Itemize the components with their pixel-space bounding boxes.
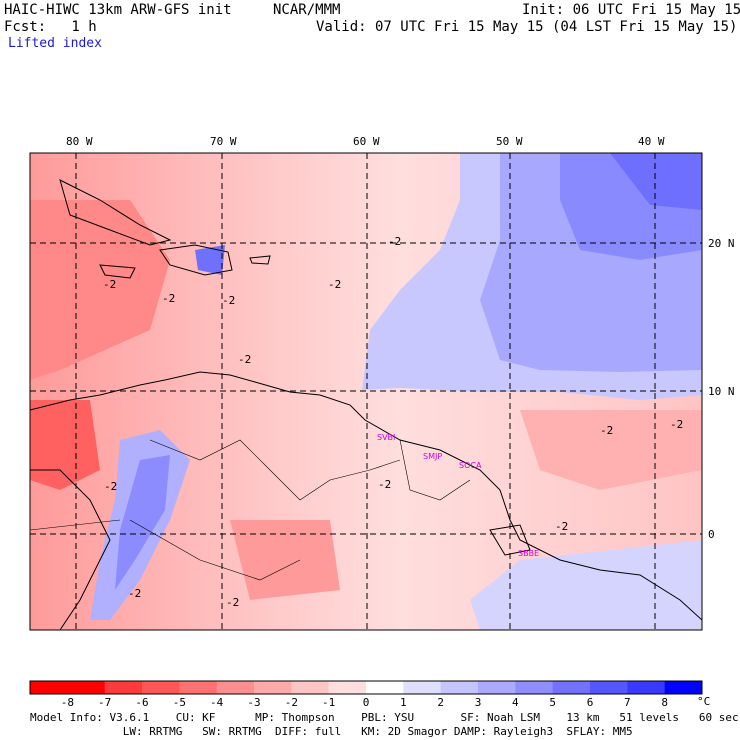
colorbar-tick-label: 1 — [400, 696, 407, 709]
colorbar-tick-label: -2 — [285, 696, 298, 709]
colorbar-swatch — [254, 681, 292, 694]
colorbar-tick-label: -6 — [135, 696, 148, 709]
colorbar-swatch — [291, 681, 330, 694]
hispaniola-coast — [159, 244, 233, 276]
station-smjp: SMJP — [423, 452, 442, 461]
contour-label: -2 — [226, 596, 239, 609]
forecast-hour: Fcst: 1 h — [4, 19, 97, 35]
lon-label-50w: 50 W — [496, 135, 523, 148]
station-sbbe: SBBE — [518, 549, 539, 558]
lat-label-20n: 20 N — [708, 237, 735, 250]
unstable-region-amazon — [230, 520, 340, 600]
colorbar-swatch — [478, 681, 516, 694]
colorbar-swatch — [216, 681, 255, 694]
colorbar-swatch — [440, 681, 479, 694]
colorbar-tick-label: 0 — [363, 696, 370, 709]
contour-label: -2 — [103, 278, 116, 291]
lon-label-60w: 60 W — [353, 135, 380, 148]
puerto-rico-coast — [249, 255, 271, 265]
colorbar-tick-label: -1 — [322, 696, 335, 709]
colorbar-frame — [29, 680, 703, 695]
contour-label: -2 — [222, 294, 235, 307]
model-info-line2: LW: RRTMG SW: RRTMG DIFF: full KM: 2D Sm… — [30, 725, 633, 738]
colorbar-swatch — [590, 681, 628, 694]
colorbar: -8 -7 -6 -5 -4 -3 -2 -1 0 1 2 3 4 5 6 7 8 °C — [29, 680, 710, 709]
pacific-coast — [30, 469, 111, 630]
map-frame — [29, 152, 703, 631]
colorbar-unit: °C — [697, 695, 710, 708]
contour-label: -2 — [600, 424, 613, 437]
border-colombia-peru — [129, 519, 301, 581]
colorbar-swatch — [104, 681, 143, 694]
lon-labels: 80 W 70 W 60 W 50 W 40 W — [66, 135, 665, 148]
colorbar-tick-label: 8 — [661, 696, 668, 709]
lat-label-10n: 10 N — [708, 385, 735, 398]
contour-label: -2 — [388, 235, 401, 248]
graticule — [30, 153, 702, 630]
contour-label: -2 — [378, 478, 391, 491]
border-guianas — [399, 439, 471, 501]
colorbar-swatch — [552, 681, 591, 694]
colorbar-swatch — [403, 681, 442, 694]
borders — [30, 439, 471, 581]
lat-label-0: 0 — [708, 528, 715, 541]
lon-label-70w: 70 W — [210, 135, 237, 148]
contour-label: -2 — [555, 520, 568, 533]
colorbar-tick-label: 4 — [512, 696, 519, 709]
contour-label: -2 — [238, 353, 251, 366]
colorbar-swatch — [179, 681, 218, 694]
contour-label: -2 — [162, 292, 175, 305]
field-name: Lifted index — [8, 36, 102, 51]
model-title: HAIC-HIWC 13km ARW-GFS init — [4, 2, 232, 18]
stable-region-max — [610, 153, 702, 210]
colorbar-tick-label: 6 — [587, 696, 594, 709]
colorbar-tick-label: -8 — [61, 696, 74, 709]
colorbar-swatch — [142, 681, 180, 694]
organization-label: NCAR/MMM — [273, 2, 341, 18]
lat-labels: 20 N 10 N 0 — [708, 237, 735, 541]
model-info-line1: Model Info: V3.6.1 CU: KF MP: Thompson P… — [30, 711, 739, 724]
station-labels: SVBI SMJP SOCA SBBE — [377, 433, 539, 558]
contour-label: -2 — [128, 587, 141, 600]
init-time: Init: 06 UTC Fri 15 May 15 — [522, 2, 740, 18]
colorbar-tick-label: -3 — [247, 696, 260, 709]
contour-labels: -2 -2 -2 -2 -2 -2 -2 -2 -2 -2 -2 -2 -2 — [103, 235, 683, 609]
station-soca: SOCA — [459, 461, 482, 470]
colorbar-tick-label: 2 — [437, 696, 444, 709]
border-venezuela-brazil — [149, 439, 401, 501]
south-america-north-coast — [30, 371, 702, 621]
colorbar-swatch — [627, 681, 666, 694]
valid-time: Valid: 07 UTC Fri 15 May 15 (04 LST Fri … — [316, 19, 738, 35]
colorbar-swatch — [30, 681, 68, 694]
station-svbi: SVBI — [377, 433, 395, 442]
colorbar-swatch — [515, 681, 554, 694]
jamaica-coast — [99, 264, 136, 279]
colorbar-swatch — [328, 681, 367, 694]
contour-label: -2 — [328, 278, 341, 291]
colorbar-tick-label: -7 — [98, 696, 111, 709]
colorbar-swatch — [67, 681, 106, 694]
contour-label: -2 — [104, 480, 117, 493]
unstable-region-panama — [30, 400, 100, 490]
lon-label-40w: 40 W — [638, 135, 665, 148]
hispaniola-stable — [195, 245, 225, 275]
contour-label: -2 — [670, 418, 683, 431]
stable-region-south — [470, 540, 702, 630]
colorbar-tick-label: -4 — [210, 696, 224, 709]
colorbar-tick-label: -5 — [173, 696, 186, 709]
colorbar-tick-label: 7 — [624, 696, 631, 709]
colorbar-swatch — [366, 681, 404, 694]
lon-label-80w: 80 W — [66, 135, 93, 148]
colorbar-tick-label: 3 — [475, 696, 482, 709]
unstable-region-west — [30, 200, 170, 380]
colorbar-tick-label: 5 — [549, 696, 556, 709]
unstable-region-atlantic — [520, 410, 702, 490]
colorbar-swatch — [664, 681, 703, 694]
andes-stable-core — [115, 455, 170, 590]
border-ecuador — [30, 519, 121, 531]
